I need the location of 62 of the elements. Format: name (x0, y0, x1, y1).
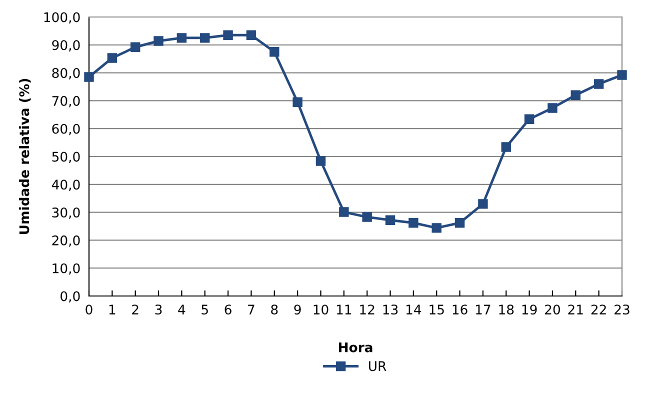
point (176, 33, 187, 43)
x-tick-label: 7 (248, 304, 254, 314)
y-tick-label: 100,0 (44, 12, 80, 24)
x-tick-label: 11 (336, 304, 352, 314)
x-tick-label: 2 (132, 304, 138, 314)
x-tick-label: 1 (109, 304, 116, 314)
point (107, 53, 118, 63)
x-tick-label: 14 (406, 304, 422, 314)
y-tick-label: 80,0 (52, 68, 80, 80)
y-tick-label: 90,0 (52, 40, 80, 52)
x-tick-label: 0 (86, 304, 92, 315)
point (524, 114, 534, 124)
y-tick-label: 10,0 (52, 263, 80, 275)
point (548, 103, 558, 113)
x-tick-label: 18 (499, 304, 514, 315)
x-tick-label: 12 (360, 304, 374, 314)
x-tick-label: 23 (614, 304, 630, 315)
point (478, 199, 488, 209)
y-tick-label: 60,0 (52, 124, 80, 136)
y-tick-label: 30,0 (52, 208, 80, 219)
legend-label: UR (369, 361, 386, 372)
point (454, 218, 465, 228)
x-tick-label: 9 (294, 304, 301, 315)
x-tick-label: 22 (591, 304, 606, 314)
x-tick-label: 13 (383, 304, 398, 315)
point (339, 207, 349, 217)
y-tick-label: 50,0 (52, 152, 80, 164)
x-tick-label: 17 (476, 304, 490, 314)
point (270, 47, 280, 57)
x-tick-label: 21 (568, 304, 583, 314)
x-tick-label: 16 (452, 304, 468, 315)
x-tick-label: 6 (224, 304, 232, 315)
x-tick-label: 3 (155, 304, 162, 315)
x-tick-label: 20 (545, 304, 560, 315)
point (385, 215, 396, 225)
point (594, 79, 604, 89)
point (408, 218, 418, 228)
x-tick-label: 8 (271, 304, 278, 315)
y-tick-label: 0,0 (60, 291, 80, 303)
point (130, 42, 140, 52)
point (154, 36, 164, 46)
point (246, 30, 256, 40)
y-tick-label: 40,0 (52, 180, 80, 191)
point (362, 212, 372, 222)
point (501, 142, 511, 152)
y-tick-label: 20,0 (52, 235, 80, 247)
x-tick-label: 5 (202, 304, 208, 315)
y-tick-label: 70,0 (52, 96, 80, 108)
x-tick-label: 19 (522, 304, 537, 315)
x-tick-label: 10 (314, 304, 328, 315)
point (617, 70, 627, 80)
point (432, 223, 442, 233)
point (200, 33, 210, 43)
point (84, 72, 94, 82)
point (570, 90, 581, 100)
x-axis-title: Hora (338, 342, 372, 352)
point (316, 156, 326, 166)
point (223, 30, 233, 40)
point (292, 97, 302, 107)
x-tick-label: 4 (178, 304, 186, 314)
y-axis-title: Umidade relativa (%) (19, 78, 31, 234)
x-tick-label: 15 (430, 304, 444, 315)
